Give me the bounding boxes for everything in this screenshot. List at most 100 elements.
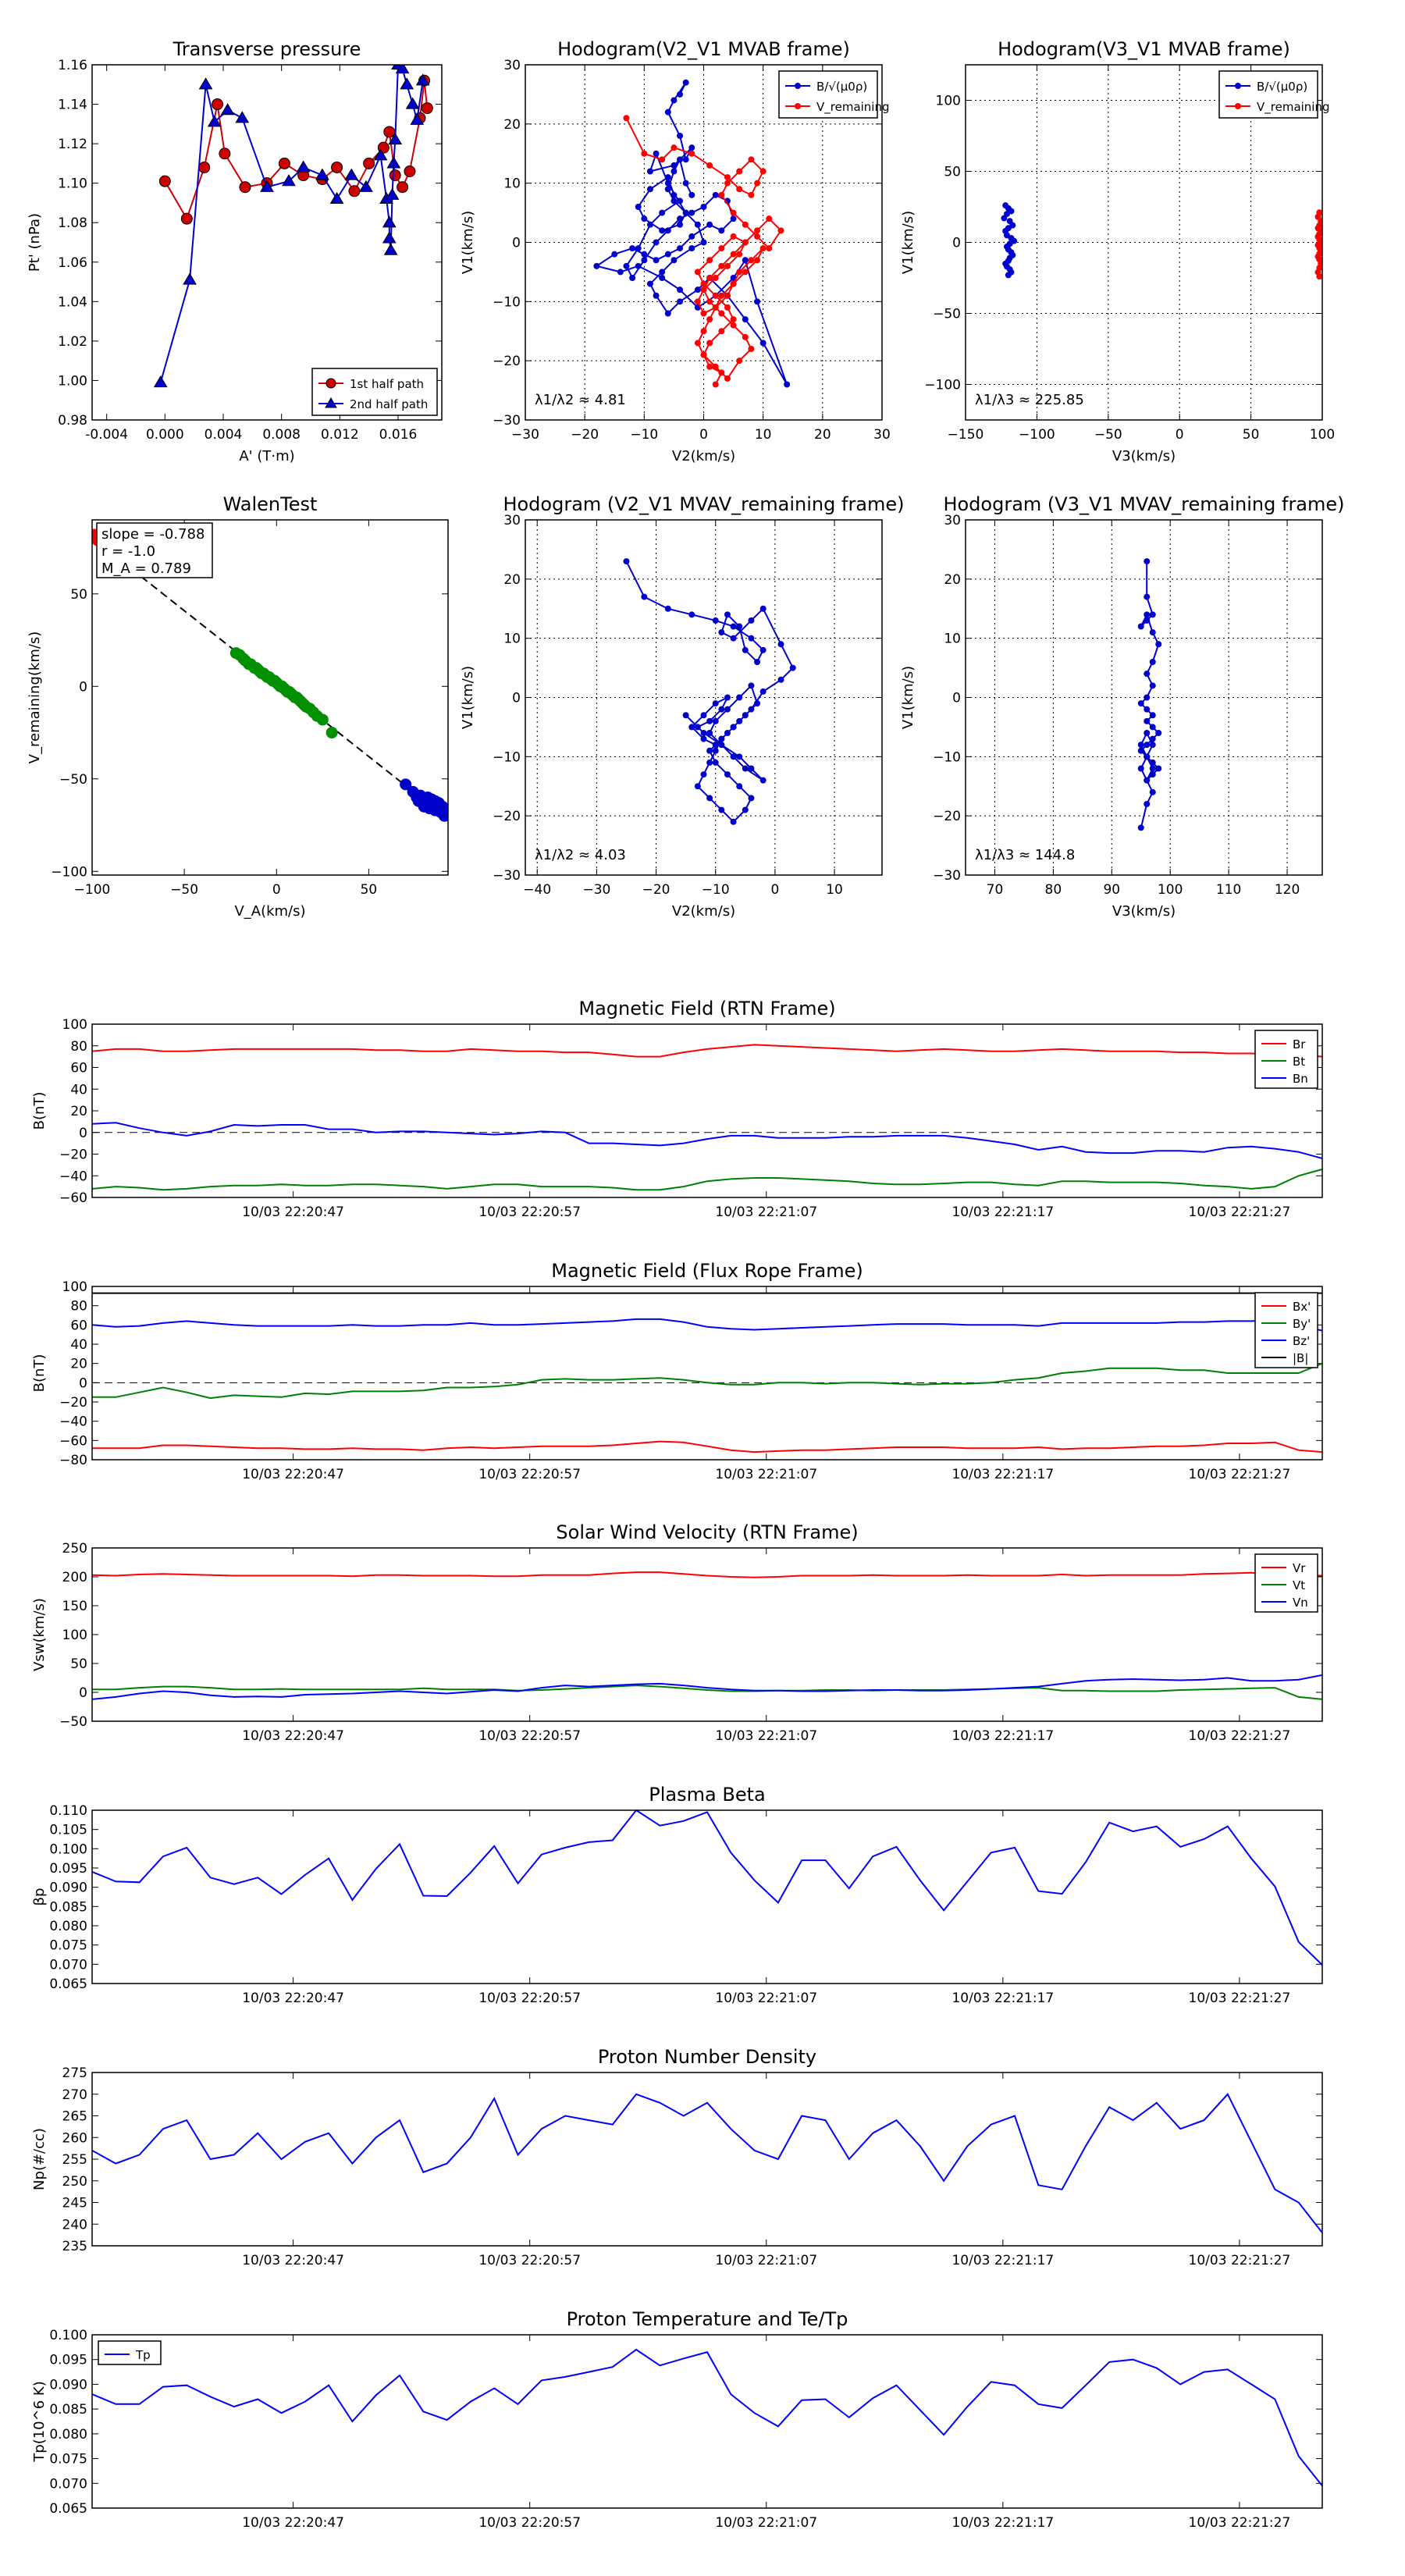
y-tick-label: 0.095 [49,1861,87,1877]
series-vn-line [92,1674,1322,1700]
data-point [706,717,713,724]
data-point [325,727,338,739]
data-point [777,227,784,234]
series-by--line [92,1362,1322,1400]
data-point [742,221,749,228]
x-tick-label: 0 [770,882,779,898]
stats-slope: slope = -0.788 [101,526,205,543]
y-tick-label: 60 [70,1061,87,1076]
data-point [742,333,749,340]
data-point [742,646,749,653]
y-tick-label: 250 [62,2174,87,2190]
data-point [646,221,653,228]
legend-box [1254,1030,1318,1089]
x-tick-label: 10/03 22:20:47 [242,1991,344,2006]
data-point [712,381,719,388]
data-point [706,257,713,264]
data-point [718,262,725,269]
y-tick-label: 240 [62,2217,87,2233]
data-point [700,239,707,246]
y-tick-label: 1.10 [58,176,87,192]
data-point [641,150,648,157]
data-point [1149,712,1156,719]
chart-title: Plasma Beta [649,1784,765,1806]
x-tick-label: 10/03 22:21:07 [715,1204,817,1220]
legend-entry-label: Tp [135,2348,151,2362]
x-tick-label: 10/03 22:20:47 [242,1728,344,1744]
data-point [677,286,684,294]
legend-entry-label: Vt [1293,1578,1305,1592]
x-tick-label: 10 [755,427,772,443]
data-point [700,735,707,742]
data-point [664,310,671,317]
data-point [1144,730,1151,736]
x-tick-label: 10/03 22:21:17 [951,1991,1054,2006]
chart-title: Hodogram (V3_V1 MVAV_remaining frame) [943,493,1344,515]
y-tick-label: 10 [503,632,521,647]
series-bz--line [92,1318,1322,1332]
data-point [440,808,448,820]
data-point [1155,641,1162,648]
data-layer [92,1571,1322,1700]
data-point [700,310,707,317]
data-point [383,243,398,255]
x-tick-label: 0.004 [205,427,243,443]
plot-frame [965,64,1323,421]
y-tick-label: −20 [493,354,521,369]
data-point [718,629,725,636]
data-layer [623,558,796,825]
data-point [706,363,713,370]
y-tick-label: −20 [933,809,961,824]
chart-ts_np: Proton Number Density 10/03 22:20:47 10/03… [31,2046,1323,2268]
chart-title: Hodogram(V2_V1 MVAB frame) [557,38,850,60]
data-point [706,759,713,766]
x-tick-label: −40 [523,882,551,898]
x-tick-label: 10 [826,882,843,898]
data-point [706,162,713,169]
data-point [682,79,689,86]
chart-title: Proton Temperature and Te/Tp [567,2308,848,2330]
y-tick-label: 0.100 [49,1841,87,1857]
x-tick-label: 10/03 22:21:27 [1189,1991,1291,2006]
data-point [1149,759,1156,766]
x-tick-label: 10/03 22:20:57 [478,1467,581,1482]
stats-box [96,522,213,578]
data-point [688,611,695,618]
data-point [1144,617,1151,624]
data-point [677,156,684,163]
plot-frame [91,1547,1323,1722]
data-point [1144,611,1151,618]
stats-ma: M_A = 0.789 [101,560,191,577]
legend-swatch-marker [1235,103,1241,109]
chart-h4: Hodogram (V3_V1 MVAV_remaining frame) 70 8… [900,493,1345,920]
data-layer [92,1810,1322,1966]
y-tick-label: 20 [503,117,521,133]
data-point [724,730,731,736]
data-point [653,150,660,157]
data-point [736,358,743,365]
y-tick-label: −10 [933,749,961,765]
x-tick-label: -0.004 [85,427,128,443]
data-point [694,221,701,228]
y-tick-label: 30 [503,513,521,528]
data-point [382,231,397,244]
legend-entry-label: By' [1293,1317,1311,1331]
legend-box [778,70,878,119]
data-layer [153,65,433,388]
data-layer [92,1292,1322,1453]
data-point [670,197,678,205]
x-tick-label: 10/03 22:20:47 [242,1467,344,1482]
x-tick-label: 0.000 [146,427,184,443]
data-point [158,175,171,187]
x-tick-label: 30 [873,427,891,443]
data-point [754,659,761,665]
chart-ts_tp: Proton Temperature and Te/Tp 10/03 22:20:… [31,2308,1323,2531]
data-point [759,340,767,347]
data-point [415,73,430,86]
chart-title: Proton Number Density [598,2046,816,2068]
x-tick-label: −20 [571,427,599,443]
plot-frame [91,2334,1323,2509]
y-tick-label: 0.090 [49,1880,87,1896]
y-tick-label: 1.16 [58,58,87,73]
data-point [180,212,193,225]
